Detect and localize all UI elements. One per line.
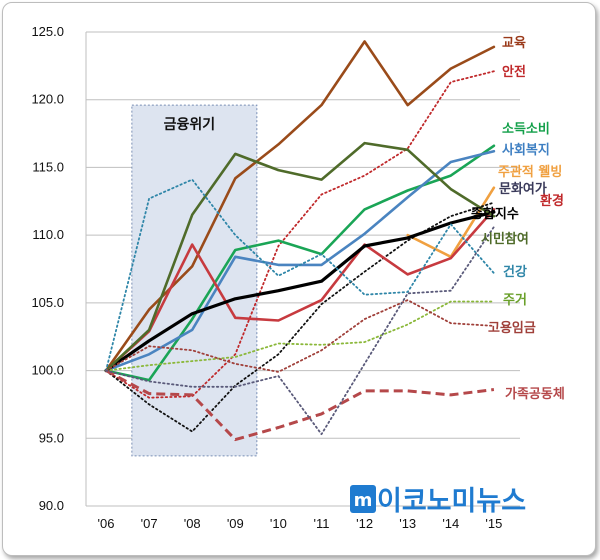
series-label: 시민참여 xyxy=(481,231,529,247)
x-tick-label: '11 xyxy=(314,516,330,531)
y-tick-label: 120.0 xyxy=(31,92,64,107)
y-tick-label: 105.0 xyxy=(31,295,64,310)
x-tick-label: '15 xyxy=(485,516,502,531)
y-tick-label: 100.0 xyxy=(31,363,64,378)
watermark: m 이코노미뉴스 xyxy=(350,485,526,517)
series-line-건강 xyxy=(105,178,495,372)
series-label: 가족공동체 xyxy=(505,387,565,402)
series-label: 고용임금 xyxy=(488,320,536,336)
series-line-종합지수 xyxy=(104,210,496,373)
logo-mark-letter: m xyxy=(354,490,373,511)
series-label: 교육 xyxy=(502,35,526,51)
y-tick-label: 115.0 xyxy=(32,159,64,174)
series-line-가족공동체 xyxy=(105,369,495,442)
logo-mark xyxy=(350,485,376,513)
x-tick-label: '12 xyxy=(356,516,373,531)
series-line-고용임금 xyxy=(105,299,495,373)
x-tick-label: '13 xyxy=(399,516,416,531)
series-label: 사회복지 xyxy=(502,142,550,158)
series-label: 소득소비 xyxy=(502,122,550,137)
series-label: 환경 xyxy=(540,193,564,209)
logo-text: 이코노미뉴스 xyxy=(377,486,526,517)
x-tick-label: '08 xyxy=(184,516,201,531)
y-tick-label: 90.0 xyxy=(39,498,64,513)
series-line-unlabeled xyxy=(105,226,495,436)
y-tick-label: 110.0 xyxy=(32,227,64,242)
x-tick-label: '06 xyxy=(98,516,115,531)
x-tick-label: '09 xyxy=(227,516,244,531)
financial-crisis-region: 금융위기 xyxy=(131,104,258,457)
gridlines xyxy=(85,31,520,507)
series-line-문화여가 xyxy=(105,201,495,433)
series-line-안전 xyxy=(105,70,495,399)
series-label: 종합지수 xyxy=(471,206,519,222)
series-line-소득소비 xyxy=(104,144,496,382)
series-label: 안전 xyxy=(502,64,526,80)
series-label: 주거 xyxy=(503,293,527,308)
y-tick-label: 95.0 xyxy=(39,430,64,445)
crisis-shaded-box xyxy=(131,104,258,457)
x-axis-ticks: '06 '07 '08 '09 '10 '11 '12 '13 '14 '15 xyxy=(98,516,503,531)
series-label: 문화여가 xyxy=(499,181,547,197)
series-line-환경 xyxy=(104,208,496,372)
crisis-label: 금융위기 xyxy=(164,117,216,133)
y-tick-label: 125.0 xyxy=(31,24,64,39)
x-tick-label: '07 xyxy=(141,516,158,531)
x-tick-label: '14 xyxy=(442,516,459,531)
y-axis-ticks: 125.0 120.0 115.0 110.0 105.0 100.0 95.0 90.0 xyxy=(31,24,64,513)
series-line-시민참여 xyxy=(104,141,496,372)
x-tick-label: '10 xyxy=(270,516,287,531)
series-line-주거 xyxy=(105,300,495,372)
series-label: 주관적 웰빙 xyxy=(498,164,562,180)
series-label: 건강 xyxy=(503,264,527,280)
chart-frame xyxy=(2,2,596,556)
series-lines xyxy=(104,40,496,442)
